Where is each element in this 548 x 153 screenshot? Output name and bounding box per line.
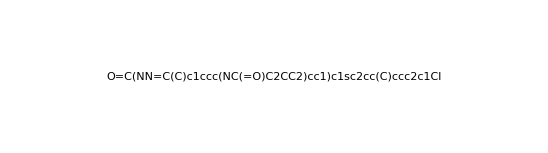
Text: O=C(NN=C(C)c1ccc(NC(=O)C2CC2)cc1)c1sc2cc(C)ccc2c1Cl: O=C(NN=C(C)c1ccc(NC(=O)C2CC2)cc1)c1sc2cc…: [106, 71, 442, 82]
